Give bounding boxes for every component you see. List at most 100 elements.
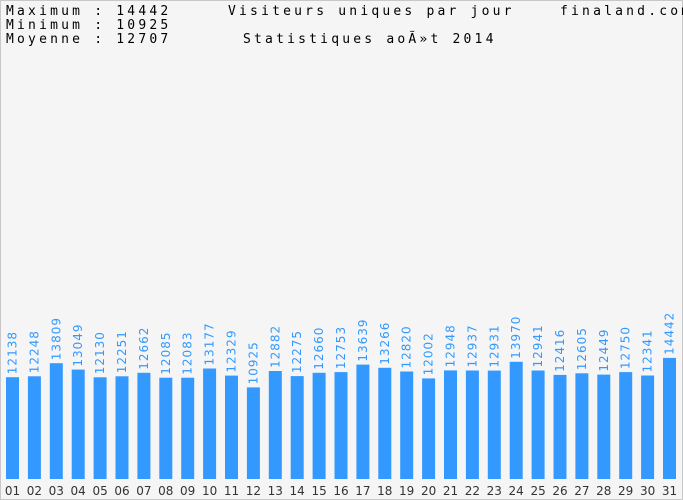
value-label-03: 13809 [49,317,63,360]
bar-14 [290,376,304,479]
x-tick-03: 03 [49,484,64,498]
bar-16 [334,372,348,479]
x-tick-29: 29 [618,484,633,498]
x-tick-22: 22 [465,484,480,498]
bar-06 [115,376,129,479]
x-tick-01: 01 [5,484,20,498]
bar-19 [400,371,414,479]
value-label-13: 12882 [268,325,282,368]
value-label-08: 12085 [159,332,173,375]
x-tick-10: 10 [202,484,217,498]
value-label-02: 12248 [27,330,41,373]
x-tick-05: 05 [92,484,107,498]
bar-26 [553,374,567,479]
x-tick-17: 17 [355,484,370,498]
x-tick-02: 02 [27,484,42,498]
x-tick-09: 09 [180,484,195,498]
value-label-28: 12449 [597,328,611,371]
site-name: finaland.com [560,4,683,19]
avg-stat: Moyenne : 12707 [6,32,172,47]
x-tick-20: 20 [421,484,436,498]
value-label-29: 12750 [619,326,633,369]
value-label-31: 14442 [663,312,677,355]
value-label-15: 12660 [312,327,326,370]
bar-31 [663,357,676,479]
value-label-04: 13049 [71,323,85,366]
value-label-24: 13970 [509,316,523,359]
value-label-14: 12275 [290,330,304,373]
bar-23 [487,370,501,479]
value-label-25: 12941 [531,324,545,367]
x-tick-26: 26 [552,484,567,498]
value-label-10: 13177 [203,322,217,365]
value-label-17: 13639 [356,318,370,361]
bar-22 [465,370,479,479]
value-label-12: 10925 [246,341,260,384]
bar-13 [268,371,282,479]
bar-17 [356,364,370,479]
bar-30 [641,375,655,479]
bar-03 [49,363,63,479]
bar-09 [181,377,195,479]
x-tick-19: 19 [399,484,414,498]
value-label-06: 12251 [115,330,129,373]
x-tick-30: 30 [640,484,655,498]
x-tick-24: 24 [509,484,524,498]
value-label-05: 12130 [93,331,107,374]
max-stat: Maximum : 14442 [6,4,172,19]
bar-08 [159,377,173,479]
x-tick-15: 15 [311,484,326,498]
x-tick-13: 13 [268,484,283,498]
value-label-22: 12937 [465,324,479,367]
x-tick-28: 28 [596,484,611,498]
bar-01 [6,377,19,479]
value-label-16: 12753 [334,326,348,369]
value-label-21: 12948 [444,324,458,367]
x-tick-31: 31 [662,484,677,498]
bar-28 [597,374,611,479]
value-label-20: 12002 [422,332,436,375]
bar-15 [312,372,326,479]
bar-27 [575,373,589,479]
bar-25 [531,370,545,479]
bar-11 [225,375,238,479]
value-label-07: 12662 [137,327,151,370]
x-tick-21: 21 [443,484,458,498]
x-tick-07: 07 [136,484,151,498]
value-label-18: 13266 [378,322,392,365]
bar-04 [71,369,85,479]
x-tick-08: 08 [158,484,173,498]
chart-subtitle: Statistiques aoÃ»t 2014 [243,32,497,47]
value-label-01: 12138 [6,331,20,374]
bar-24 [509,361,523,479]
value-label-26: 12416 [553,329,567,372]
value-label-23: 12931 [487,324,501,367]
bar-18 [378,367,392,479]
x-tick-27: 27 [574,484,589,498]
bar-10 [203,368,217,479]
bar-02 [27,376,41,479]
value-label-30: 12341 [641,329,655,372]
value-label-11: 12329 [225,329,239,372]
x-tick-04: 04 [71,484,86,498]
chart-title: Visiteurs uniques par jour [228,4,515,19]
bar-21 [444,370,457,479]
bar-29 [619,372,633,479]
value-label-09: 12083 [181,332,195,375]
bar-07 [137,372,151,479]
x-tick-23: 23 [487,484,502,498]
x-tick-11: 11 [224,484,239,498]
x-tick-06: 06 [114,484,129,498]
bar-05 [93,377,107,479]
value-label-19: 12820 [400,325,414,368]
x-tick-25: 25 [530,484,545,498]
x-tick-16: 16 [333,484,348,498]
bar-12 [246,387,260,479]
bar-20 [422,378,436,479]
value-label-27: 12605 [575,327,589,370]
min-stat: Minimum : 10925 [6,18,172,33]
x-tick-14: 14 [290,484,305,498]
x-tick-18: 18 [377,484,392,498]
